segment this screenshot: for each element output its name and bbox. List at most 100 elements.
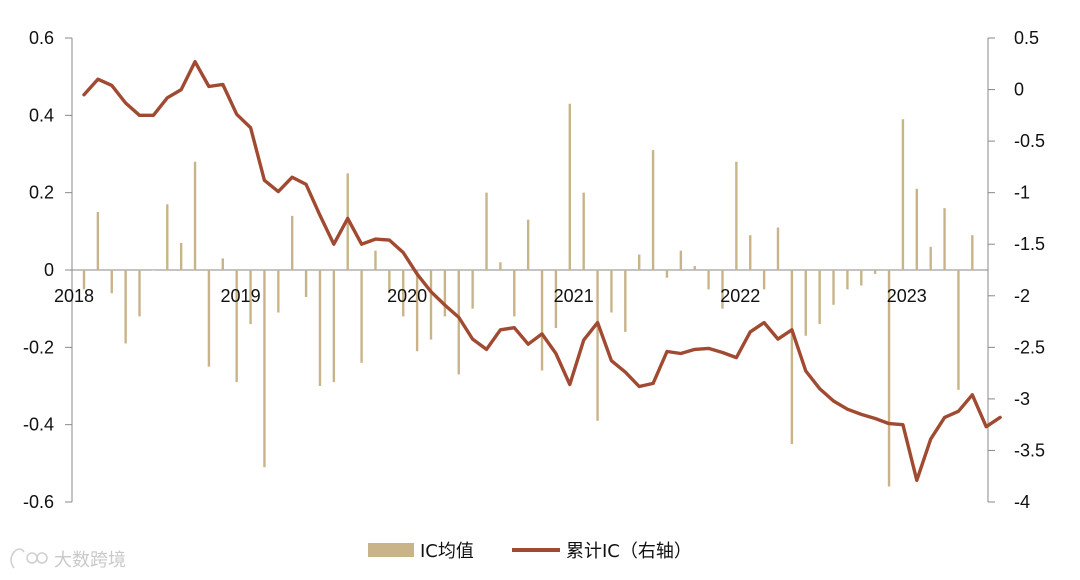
bar: [471, 270, 474, 309]
bar: [707, 270, 710, 290]
right-tick-label: -4: [1014, 492, 1030, 512]
bar: [166, 204, 169, 270]
bar: [429, 270, 433, 340]
legend: IC均值 累计IC（右轴）: [368, 541, 692, 562]
bar: [749, 235, 752, 270]
bar: [638, 254, 641, 270]
bar: [679, 250, 683, 270]
right-tick-label: 0: [1014, 80, 1024, 100]
bar: [179, 242, 183, 270]
bar: [943, 208, 946, 270]
bar: [110, 270, 113, 294]
x-axis-ticks: 2018 2019 2020 2021 2022 2023: [54, 286, 927, 306]
bar: [388, 270, 391, 294]
cumulative-ic-line: [82, 60, 1002, 482]
legend-label-line: 累计IC（右轴）: [566, 541, 692, 562]
bar: [457, 270, 460, 375]
bar: [915, 188, 918, 270]
right-tick-label: -0.5: [1014, 131, 1045, 151]
bar: [568, 103, 571, 270]
bar: [582, 192, 585, 270]
bar: [263, 270, 266, 468]
bar: [971, 235, 974, 270]
bar: [651, 150, 655, 270]
bar: [360, 270, 363, 363]
right-tick-label: -3: [1014, 389, 1030, 409]
bar: [485, 192, 488, 270]
bar: [304, 270, 308, 298]
bar: [804, 270, 807, 336]
right-tick-label: 0.5: [1014, 28, 1039, 48]
bar: [693, 266, 696, 270]
watermark-text: 大数跨境: [54, 550, 126, 571]
left-tick-label: 0.2: [29, 183, 54, 203]
bar: [610, 270, 613, 313]
right-tick-label: -2: [1014, 286, 1030, 306]
left-tick-label: 0: [44, 260, 54, 280]
x-tick-label: 2018: [54, 286, 94, 306]
bar: [887, 270, 891, 487]
bar: [152, 270, 155, 271]
bar: [249, 270, 252, 325]
bar: [221, 258, 224, 270]
bar: [235, 270, 238, 383]
bar: [735, 161, 738, 270]
bar: [124, 270, 127, 344]
left-tick-label: -0.2: [23, 337, 54, 357]
watermark-logo-icon: [10, 548, 48, 569]
x-tick-label: 2023: [887, 286, 927, 306]
bar: [443, 270, 447, 317]
right-tick-label: -1.5: [1014, 234, 1045, 254]
bar: [207, 270, 211, 367]
bar: [193, 161, 197, 270]
legend-label-bar: IC均值: [420, 541, 474, 562]
bar: [665, 270, 669, 278]
bar: [138, 270, 141, 317]
right-axis-ticks: 0.5 0 -0.5 -1 -1.5 -2 -2.5 -3 -3.5 -4: [988, 28, 1045, 512]
bar: [624, 270, 627, 332]
bar: [818, 270, 821, 325]
bar: [957, 270, 960, 390]
bar: [374, 250, 377, 270]
line-series: [82, 60, 1002, 482]
left-tick-label: -0.6: [23, 492, 54, 512]
bar-series: [82, 103, 974, 487]
bar: [526, 219, 530, 270]
bar: [96, 212, 100, 270]
bar: [291, 215, 294, 270]
bar: [901, 119, 905, 270]
right-tick-label: -3.5: [1014, 440, 1045, 460]
watermark: 大数跨境: [10, 548, 126, 571]
bar: [790, 270, 794, 444]
bar: [554, 270, 558, 328]
bar: [332, 270, 336, 383]
bar: [82, 270, 86, 290]
left-tick-label: 0.6: [29, 28, 54, 48]
x-tick-label: 2019: [221, 286, 261, 306]
bar: [513, 270, 516, 317]
bar: [873, 270, 877, 274]
bar: [860, 270, 863, 286]
bar: [721, 270, 724, 309]
x-tick-label: 2020: [387, 286, 427, 306]
right-tick-label: -1: [1014, 183, 1030, 203]
bar: [832, 270, 835, 305]
left-axis-ticks: 0.6 0.4 0.2 0 -0.2 -0.4 -0.6: [23, 28, 72, 512]
bar: [277, 270, 280, 313]
bar: [929, 246, 932, 270]
bar: [415, 270, 419, 352]
legend-swatch-bar: [368, 543, 414, 557]
bar: [596, 270, 599, 421]
bar: [318, 270, 322, 386]
x-tick-label: 2021: [554, 286, 594, 306]
bar: [846, 270, 849, 290]
right-tick-label: -2.5: [1014, 337, 1045, 357]
bar: [540, 270, 544, 371]
left-tick-label: 0.4: [29, 105, 54, 125]
bar: [762, 270, 766, 290]
left-tick-label: -0.4: [23, 415, 54, 435]
x-tick-label: 2022: [720, 286, 760, 306]
bar: [776, 227, 780, 270]
bar: [402, 270, 405, 317]
